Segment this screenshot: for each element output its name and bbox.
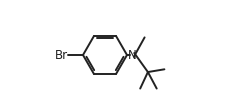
- Text: Br: Br: [55, 49, 67, 61]
- Text: N: N: [127, 49, 136, 61]
